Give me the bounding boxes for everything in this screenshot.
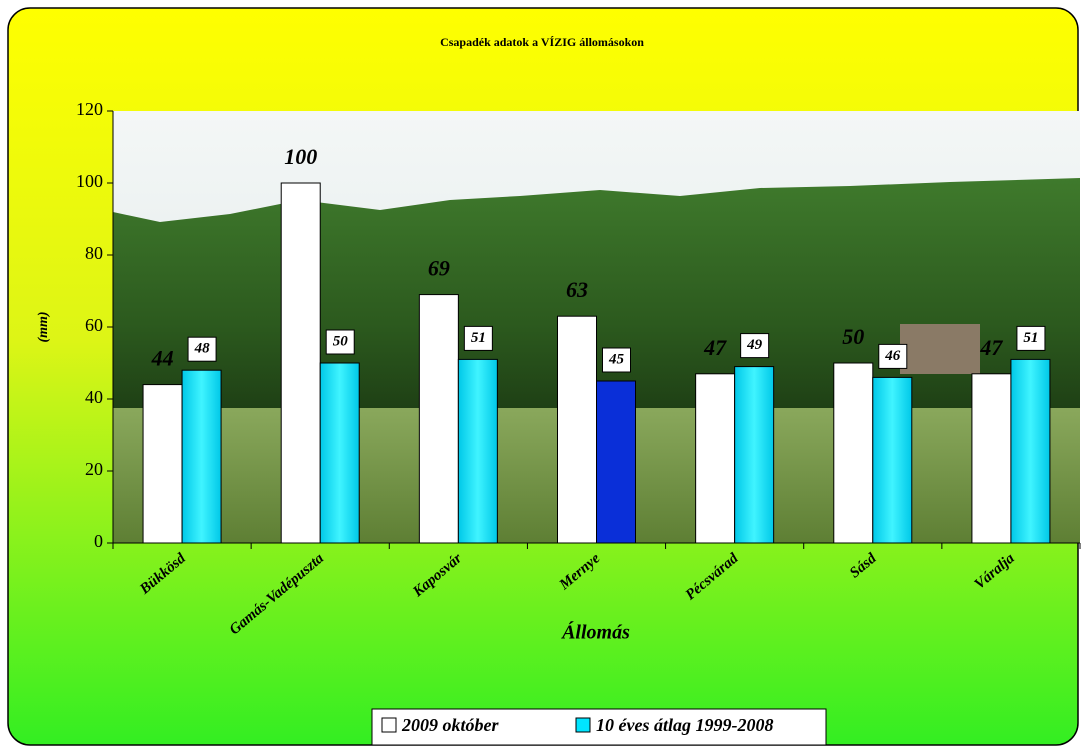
legend-label: 10 éves átlag 1999-2008 <box>596 715 773 735</box>
data-label: 47 <box>979 335 1003 360</box>
bar <box>142 384 183 544</box>
data-label-box <box>187 336 217 362</box>
data-label: 49 <box>746 337 763 353</box>
bar <box>1010 358 1051 544</box>
x-axis-title: Állomás <box>560 621 630 644</box>
bar <box>319 362 360 544</box>
data-label: 48 <box>194 341 211 357</box>
data-label-box <box>602 347 631 373</box>
y-tick-label: 60 <box>85 315 103 335</box>
data-label: 47 <box>703 335 727 360</box>
bar <box>280 182 321 544</box>
chart-title: Csapadék adatok a VÍZIG állomásokon <box>440 35 644 49</box>
y-tick-label: 120 <box>76 99 103 119</box>
legend-label: 2009 október <box>401 715 499 735</box>
data-label: 69 <box>428 256 450 281</box>
bar <box>418 294 459 544</box>
data-label-box <box>878 343 908 369</box>
data-label: 51 <box>1023 330 1038 346</box>
y-tick-label: 80 <box>85 243 103 263</box>
data-label: 63 <box>566 277 588 302</box>
bar <box>872 376 913 544</box>
legend: 2009 október 10 éves átlag 1999-2008 <box>371 708 827 746</box>
data-label-box <box>740 333 770 359</box>
data-label: 45 <box>608 351 625 367</box>
legend-swatch <box>575 717 591 733</box>
y-tick-label: 100 <box>76 171 103 191</box>
data-label: 51 <box>471 330 486 346</box>
y-axis-title: (mm) <box>36 311 51 342</box>
data-label: 50 <box>333 333 349 349</box>
bar <box>596 380 636 544</box>
y-tick-label: 20 <box>85 459 103 479</box>
data-label: 50 <box>842 324 864 349</box>
data-label-box <box>463 325 493 351</box>
bar <box>457 358 498 544</box>
legend-swatch <box>381 717 397 733</box>
bar <box>734 366 775 544</box>
y-tick-label: 0 <box>94 531 103 551</box>
legend-box <box>371 708 827 746</box>
bar <box>971 373 1012 544</box>
data-label: 44 <box>151 346 174 371</box>
data-label-box <box>1016 325 1046 351</box>
y-tick-label: 40 <box>85 387 103 407</box>
bar <box>695 373 736 544</box>
data-label-box <box>325 329 355 355</box>
bar <box>557 315 597 544</box>
bar <box>181 369 222 544</box>
data-label: 46 <box>884 348 901 364</box>
bar <box>833 362 874 544</box>
data-label: 100 <box>284 144 317 169</box>
